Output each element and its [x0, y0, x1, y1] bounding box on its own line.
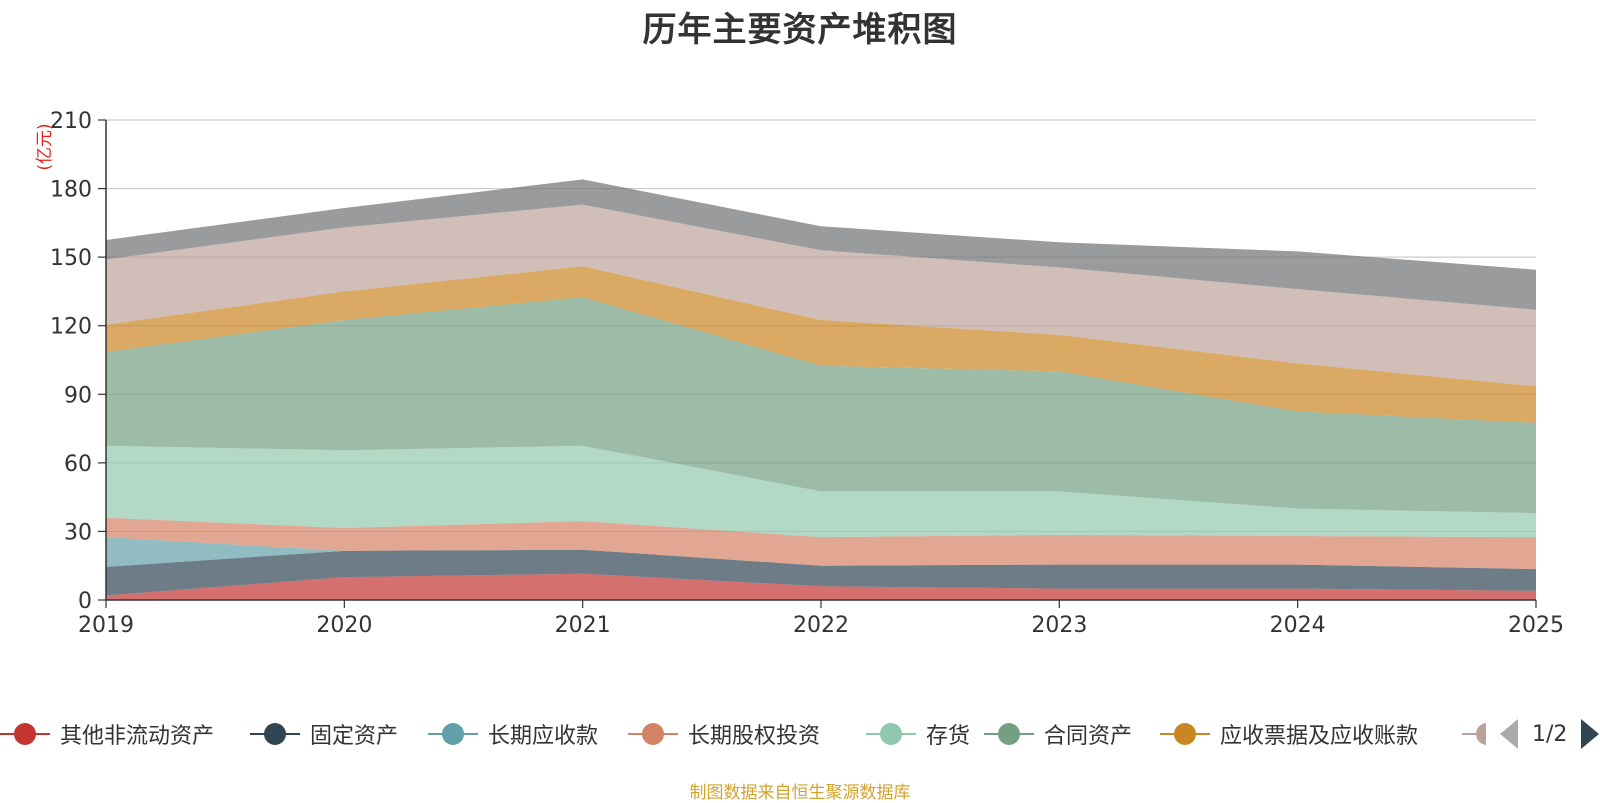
y-tick-label: 180	[50, 178, 92, 203]
area-series-0[interactable]	[106, 573, 1536, 600]
legend-item-3[interactable]: 长期股权投资	[628, 712, 820, 756]
legend-label: 长期应收款	[488, 724, 599, 749]
legend-marker-icon	[250, 712, 300, 756]
axis-labels: 0 30 60 90 120 150 180 210 2019 2020 2021 2022 2023 2…	[50, 109, 1564, 638]
legend-marker-icon	[984, 712, 1034, 756]
legend-label: 应收票据及应收账款	[1220, 724, 1419, 749]
legend-page-indicator: 1/2	[1532, 721, 1568, 747]
legend-item-6[interactable]: 应收票据及应收账款	[1160, 712, 1418, 756]
area-series-3[interactable]	[106, 517, 1536, 570]
legend-item-5[interactable]: 合同资产	[984, 712, 1132, 756]
legend-label: 长期股权投资	[688, 724, 821, 749]
legend-label: 其他非流动资产	[60, 724, 215, 749]
legend-prev-page-icon[interactable]	[1500, 719, 1518, 749]
x-tick-label: 2024	[1270, 613, 1326, 638]
legend-item-0[interactable]: 其他非流动资产	[0, 712, 214, 756]
legend-item-2[interactable]: 长期应收款	[428, 712, 598, 756]
area-series-1[interactable]	[106, 549, 1536, 596]
legend-pager: 1/2	[1500, 716, 1600, 752]
y-tick-label: 30	[64, 520, 92, 545]
area-series-4[interactable]	[106, 445, 1536, 538]
y-axis-unit-label: (亿元)	[35, 123, 55, 170]
legend-item-1[interactable]: 固定资产	[250, 712, 398, 756]
y-tick-label: 120	[50, 315, 92, 340]
area-series-5[interactable]	[106, 297, 1536, 514]
area-series-8[interactable]	[106, 179, 1536, 310]
x-tick-label: 2023	[1031, 613, 1087, 638]
legend-next-page-icon[interactable]	[1581, 719, 1600, 749]
y-tick-label: 150	[50, 246, 92, 271]
x-tick-label: 2019	[78, 613, 134, 638]
legend-marker-icon	[1160, 712, 1210, 756]
legend-label: 固定资产	[310, 724, 399, 749]
area-series-6[interactable]	[106, 266, 1536, 423]
y-tick-label: 90	[64, 383, 92, 408]
source-note: 制图数据来自恒生聚源数据库	[689, 783, 911, 803]
legend-marker-icon	[0, 712, 50, 756]
x-tick-label: 2025	[1508, 613, 1564, 638]
x-tick-label: 2022	[793, 613, 849, 638]
y-tick-label: 0	[78, 589, 92, 614]
y-tick-label: 210	[50, 109, 92, 134]
chart-plot: 0 30 60 90 120 150 180 210 2019 2020 2021 2022 2023 2…	[35, 109, 1564, 638]
x-tick-label: 2020	[316, 613, 372, 638]
y-tick-label: 60	[64, 452, 92, 477]
legend: 其他非流动资产 固定资产 长期应收款 长期股权投资 存货 合同资产 应收票据及应收账款	[0, 712, 1600, 756]
legend-item-clipped[interactable]	[1462, 712, 1486, 756]
legend-marker-icon	[428, 712, 478, 756]
legend-label: 合同资产	[1044, 724, 1133, 749]
legend-label: 存货	[926, 724, 971, 749]
chart-title: 历年主要资产堆积图	[642, 10, 958, 50]
x-tick-label: 2021	[555, 613, 611, 638]
legend-item-4[interactable]: 存货	[866, 712, 970, 756]
legend-marker-icon	[628, 712, 678, 756]
area-series-layer	[106, 179, 1536, 600]
area-series-7[interactable]	[106, 204, 1536, 387]
legend-marker-icon	[866, 712, 916, 756]
